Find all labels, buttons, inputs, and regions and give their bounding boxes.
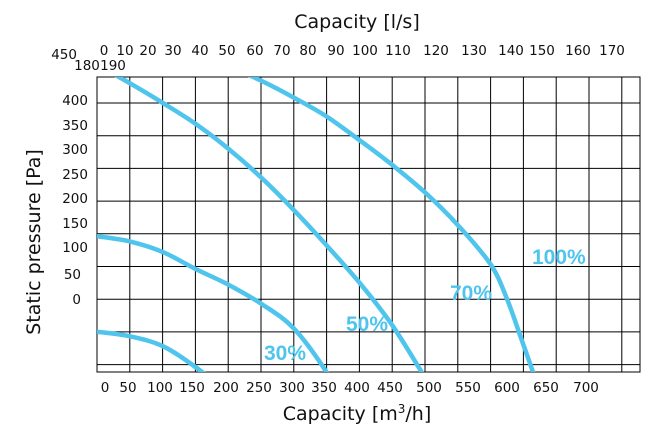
curve-layer (97, 77, 536, 372)
left-axis-ticks: 0 50 100 150 200 250 300 350 400 450 (51, 47, 88, 308)
top-tick-label: 30 (164, 43, 181, 59)
left-tick-label: 250 (62, 167, 88, 183)
left-tick-label: 100 (62, 240, 88, 256)
top-tick-label: 40 (191, 43, 208, 59)
top-tick-label: 120 (423, 43, 449, 59)
bottom-axis-title: Capacity [m3/h] (283, 402, 432, 425)
top-tick-label: 150 (529, 43, 555, 59)
bottom-axis-title-part-2: /h] (405, 403, 431, 425)
top-tick-label: 80 (299, 43, 316, 59)
curve-label-70: 70% (450, 282, 492, 305)
bottom-tick-label: 300 (279, 380, 305, 396)
top-tick-label: 70 (273, 43, 290, 59)
left-tick-label: 350 (62, 118, 88, 134)
left-tick-label: 0 (72, 292, 81, 308)
bottom-tick-label: 0 (101, 380, 110, 396)
top-tick-label: 100 (352, 43, 378, 59)
curve-label-30: 30% (264, 342, 306, 365)
bottom-tick-label: 650 (533, 380, 559, 396)
top-tick-label: 160 (565, 43, 591, 59)
top-tick-label: 180 (74, 58, 100, 74)
top-tick-label: 130 (461, 43, 487, 59)
bottom-axis-title-superscript: 3 (398, 402, 406, 416)
bottom-tick-label: 400 (344, 380, 370, 396)
curve-label-100: 100% (532, 246, 586, 269)
bottom-tick-label: 350 (311, 380, 337, 396)
left-axis-title: Static pressure [Pa] (23, 149, 45, 335)
curve-label-50: 50% (346, 313, 388, 336)
curve-30-line (97, 329, 206, 372)
left-tick-label: 200 (62, 191, 88, 207)
top-tick-label: 190 (100, 58, 126, 74)
bottom-axis-title-part-1: Capacity [m (283, 403, 398, 425)
left-tick-label: 50 (64, 267, 81, 283)
curve-50-line (97, 233, 330, 372)
plot-frame (96, 76, 641, 373)
bottom-tick-label: 200 (213, 380, 239, 396)
bottom-tick-label: 250 (246, 380, 272, 396)
top-axis-title: Capacity [l/s] (294, 11, 419, 33)
top-tick-label: 50 (218, 43, 235, 59)
curve-70-line (114, 77, 425, 372)
left-tick-label: 450 (51, 47, 77, 63)
bottom-tick-label: 600 (494, 380, 520, 396)
bottom-tick-label: 150 (179, 380, 205, 396)
left-tick-label: 300 (62, 142, 88, 158)
bottom-tick-label: 550 (455, 380, 481, 396)
top-axis-ticks: 0 10 20 30 40 50 60 70 80 90 100 110 120 130 140 150 160… (74, 43, 625, 74)
top-tick-label: 0 (100, 43, 109, 59)
bottom-tick-label: 50 (119, 380, 136, 396)
top-tick-label: 20 (139, 43, 156, 59)
bottom-tick-label: 700 (573, 380, 599, 396)
top-tick-label: 110 (385, 43, 411, 59)
left-tick-label: 400 (62, 93, 88, 109)
bottom-tick-label: 450 (377, 380, 403, 396)
bottom-tick-label: 500 (416, 380, 442, 396)
bottom-axis-ticks: 0 50 100 150 200 250 300 350 400 450 500 550 600 650 7… (101, 380, 599, 396)
curve-100-line (247, 77, 536, 372)
top-tick-label: 170 (599, 43, 625, 59)
left-tick-label: 150 (62, 216, 88, 232)
top-tick-label: 140 (498, 43, 524, 59)
bottom-tick-label: 100 (147, 380, 173, 396)
top-tick-label: 90 (327, 43, 344, 59)
top-tick-label: 10 (116, 43, 133, 59)
top-tick-label: 60 (246, 43, 263, 59)
